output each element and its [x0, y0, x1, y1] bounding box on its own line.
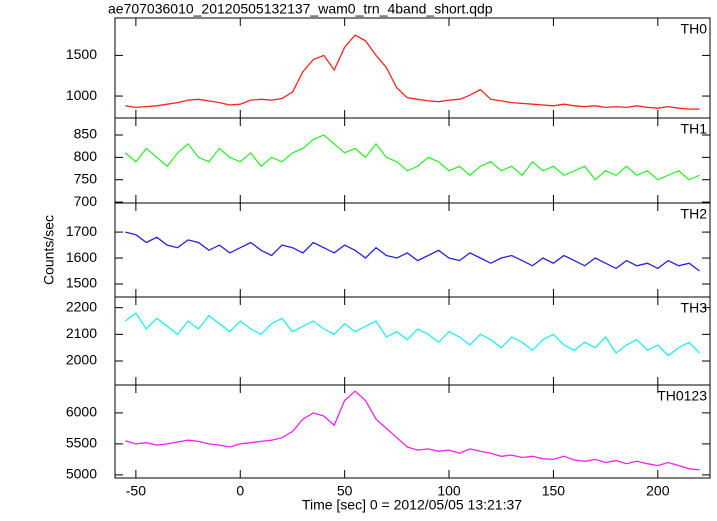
x-tick-label: 100 — [437, 483, 461, 499]
y-tick-label: 750 — [74, 170, 98, 186]
y-tick-label: 1500 — [66, 275, 97, 291]
panel-label: TH3 — [681, 300, 708, 316]
panel-frame — [114, 384, 711, 479]
x-axis-label: Time [sec] 0 = 2012/05/05 13:21:37 — [302, 497, 522, 513]
y-tick-label: 1000 — [66, 87, 97, 103]
y-tick-label: 1700 — [66, 223, 97, 239]
y-tick-label: 1600 — [66, 249, 97, 265]
panel-label: TH2 — [681, 206, 708, 222]
y-tick-label: 700 — [74, 193, 98, 209]
light-curve — [125, 34, 700, 110]
x-tick-label: 150 — [542, 483, 566, 499]
light-curve — [124, 134, 700, 181]
y-axis-label: Counts/sec — [41, 215, 57, 285]
y-tick-label: 2100 — [66, 325, 97, 341]
x-tick-label: 200 — [646, 483, 670, 499]
light-curve — [125, 231, 700, 272]
panel-frame — [114, 202, 711, 298]
y-tick-label: 2000 — [66, 352, 97, 368]
panel-frame — [114, 296, 711, 386]
y-tick-label: 2200 — [66, 298, 97, 314]
y-tick-label: 1500 — [66, 46, 97, 62]
y-tick-label: 5000 — [66, 466, 97, 482]
y-tick-label: 6000 — [66, 404, 97, 420]
y-tick-label: 850 — [74, 126, 98, 142]
light-curve — [125, 312, 701, 357]
y-tick-label: 800 — [74, 148, 98, 164]
panel-label: TH0 — [681, 21, 708, 37]
x-tick-label: -50 — [126, 483, 146, 499]
y-tick-label: 5500 — [66, 435, 97, 451]
panel-frame — [114, 17, 711, 119]
panel-label: TH1 — [681, 121, 708, 137]
chart-title: ae707036010_20120505132137_wam0_trn_4ban… — [108, 1, 493, 17]
light-curve — [125, 390, 700, 471]
panel-label: TH0123 — [657, 388, 707, 404]
x-tick-label: 50 — [337, 483, 353, 499]
x-tick-label: 0 — [236, 483, 244, 499]
